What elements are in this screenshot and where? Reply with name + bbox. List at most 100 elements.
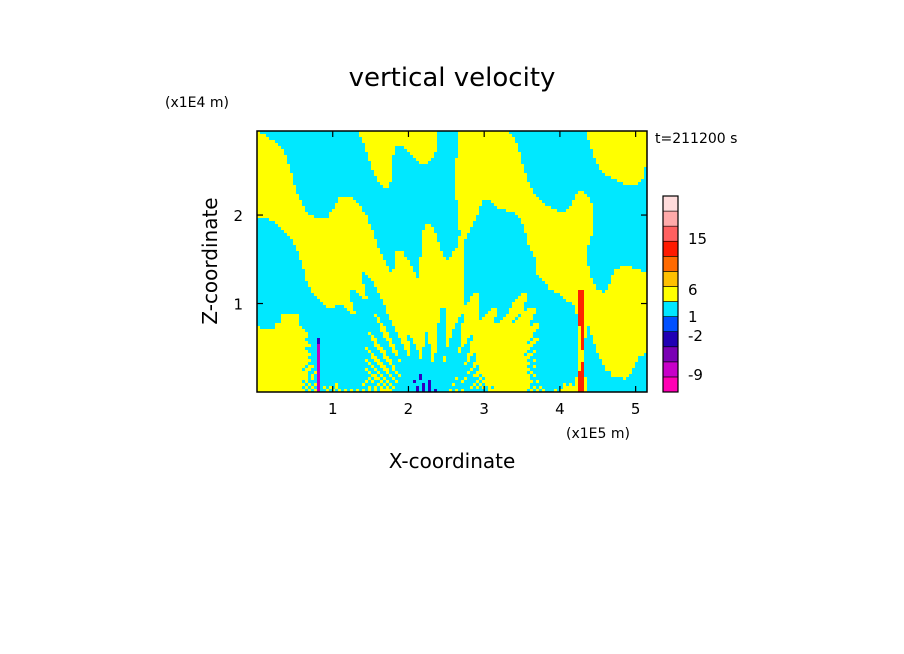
field-cell xyxy=(431,209,434,212)
field-cell xyxy=(542,161,545,164)
field-cell xyxy=(485,176,488,179)
field-cell xyxy=(290,155,293,158)
field-cell xyxy=(578,170,581,173)
field-cell xyxy=(458,242,461,245)
field-cell xyxy=(380,242,383,245)
field-cell xyxy=(572,197,575,200)
field-cell xyxy=(428,194,431,197)
field-cell xyxy=(569,215,572,218)
field-cell xyxy=(581,212,584,215)
field-cell xyxy=(560,188,563,191)
field-cell xyxy=(350,239,353,242)
field-cell xyxy=(290,146,293,149)
field-cell xyxy=(431,203,434,206)
field-cell xyxy=(416,185,419,188)
field-cell xyxy=(626,233,629,236)
field-cell xyxy=(506,158,509,161)
field-cell xyxy=(413,161,416,164)
field-cell xyxy=(638,197,641,200)
field-cell xyxy=(374,152,377,155)
field-cell xyxy=(338,224,341,227)
field-cell xyxy=(524,206,527,209)
field-cell xyxy=(638,212,641,215)
field-cell xyxy=(611,164,614,167)
field-cell xyxy=(326,200,329,203)
field-cell xyxy=(329,245,332,248)
field-cell xyxy=(578,230,581,233)
field-cell xyxy=(269,197,272,200)
field-cell xyxy=(272,194,275,197)
field-cell xyxy=(482,155,485,158)
field-cell xyxy=(518,131,521,134)
field-cell xyxy=(413,188,416,191)
field-cell xyxy=(278,176,281,179)
field-cell xyxy=(503,149,506,152)
field-cell xyxy=(620,236,623,239)
field-cell xyxy=(635,185,638,188)
field-cell xyxy=(638,215,641,218)
field-cell xyxy=(611,188,614,191)
field-cell xyxy=(509,239,512,242)
field-cell xyxy=(608,179,611,182)
field-cell xyxy=(464,149,467,152)
field-cell xyxy=(620,194,623,197)
field-cell xyxy=(278,143,281,146)
field-cell xyxy=(542,227,545,230)
field-cell xyxy=(494,176,497,179)
field-cell xyxy=(299,185,302,188)
field-cell xyxy=(362,179,365,182)
field-cell xyxy=(383,161,386,164)
field-cell xyxy=(617,167,620,170)
field-cell xyxy=(512,173,515,176)
field-cell xyxy=(485,215,488,218)
field-cell xyxy=(620,230,623,233)
field-cell xyxy=(509,131,512,134)
field-cell xyxy=(491,212,494,215)
field-cell xyxy=(485,155,488,158)
field-cell xyxy=(308,173,311,176)
field-cell xyxy=(497,146,500,149)
field-cell xyxy=(383,227,386,230)
field-cell xyxy=(398,242,401,245)
field-cell xyxy=(452,233,455,236)
field-cell xyxy=(539,173,542,176)
field-cell xyxy=(584,227,587,230)
field-cell xyxy=(626,236,629,239)
field-cell xyxy=(404,140,407,143)
field-cell xyxy=(533,200,536,203)
field-cell xyxy=(419,149,422,152)
field-cell xyxy=(425,206,428,209)
field-cell xyxy=(488,143,491,146)
field-cell xyxy=(530,206,533,209)
field-cell xyxy=(272,173,275,176)
field-cell xyxy=(509,230,512,233)
field-cell xyxy=(272,161,275,164)
field-cell xyxy=(521,197,524,200)
field-cell xyxy=(311,179,314,182)
field-cell xyxy=(323,182,326,185)
field-cell xyxy=(257,218,260,221)
field-cell xyxy=(593,236,596,239)
field-cell xyxy=(539,131,542,134)
field-cell xyxy=(581,221,584,224)
field-cell xyxy=(284,200,287,203)
field-cell xyxy=(431,164,434,167)
field-cell xyxy=(563,233,566,236)
field-cell xyxy=(395,203,398,206)
field-cell xyxy=(341,230,344,233)
field-cell xyxy=(617,206,620,209)
field-cell xyxy=(596,149,599,152)
field-cell xyxy=(581,143,584,146)
field-cell xyxy=(431,188,434,191)
field-cell xyxy=(560,212,563,215)
field-cell xyxy=(419,158,422,161)
field-cell xyxy=(347,182,350,185)
field-cell xyxy=(566,146,569,149)
field-cell xyxy=(563,221,566,224)
field-cell xyxy=(446,158,449,161)
field-cell xyxy=(374,143,377,146)
field-cell xyxy=(287,224,290,227)
field-cell xyxy=(452,215,455,218)
field-cell xyxy=(401,170,404,173)
field-cell xyxy=(464,239,467,242)
